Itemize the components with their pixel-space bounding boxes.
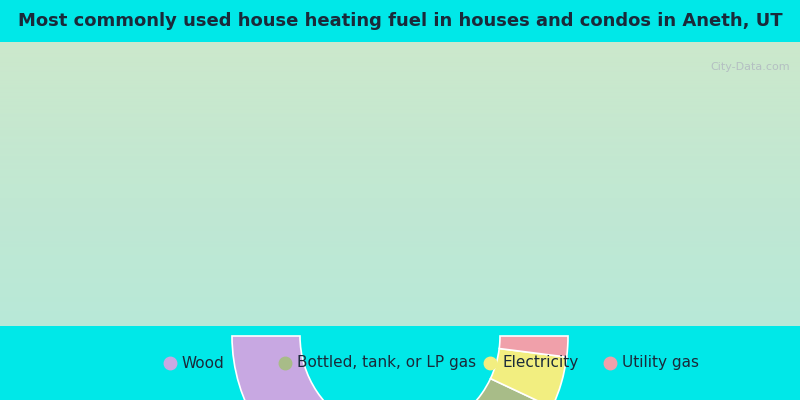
Wedge shape: [470, 378, 552, 400]
Text: City-Data.com: City-Data.com: [710, 62, 790, 72]
Text: Wood: Wood: [182, 356, 225, 370]
Text: Bottled, tank, or LP gas: Bottled, tank, or LP gas: [297, 356, 476, 370]
Wedge shape: [490, 348, 566, 400]
Wedge shape: [232, 336, 518, 400]
Bar: [0, 326, 800, 400]
Text: Most commonly used house heating fuel in houses and condos in Aneth, UT: Most commonly used house heating fuel in…: [18, 12, 782, 30]
Bar: [0, 0, 800, 42]
Text: Utility gas: Utility gas: [622, 356, 699, 370]
Wedge shape: [499, 336, 568, 357]
Text: Electricity: Electricity: [502, 356, 578, 370]
